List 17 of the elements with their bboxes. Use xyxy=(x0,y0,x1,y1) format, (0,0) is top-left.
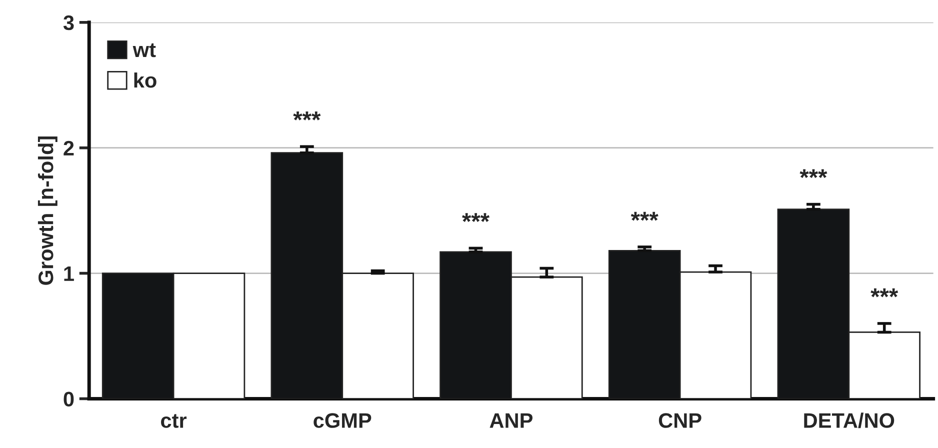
y-axis-title: Growth [n-fold] xyxy=(38,136,58,285)
legend-label: wt xyxy=(132,43,156,58)
data-label: *** xyxy=(800,169,828,178)
x-tick-label: ctr xyxy=(161,414,187,428)
x-tick-label: CNP xyxy=(658,413,702,428)
data-label: *** xyxy=(870,288,898,298)
x-tick-label: cGMP xyxy=(314,413,372,428)
legend-label: ko xyxy=(134,72,156,88)
x-tick-label: DETA/NO xyxy=(804,412,894,428)
data-label: *** xyxy=(630,212,658,221)
y-tick-label: 1 xyxy=(64,266,74,281)
data-label: *** xyxy=(462,213,490,222)
x-tick-label: ANP xyxy=(490,413,532,428)
data-label: *** xyxy=(293,112,321,120)
y-tick-label: 0 xyxy=(64,392,74,406)
y-tick-label: 2 xyxy=(64,140,74,156)
y-tick-label: 3 xyxy=(63,15,74,30)
